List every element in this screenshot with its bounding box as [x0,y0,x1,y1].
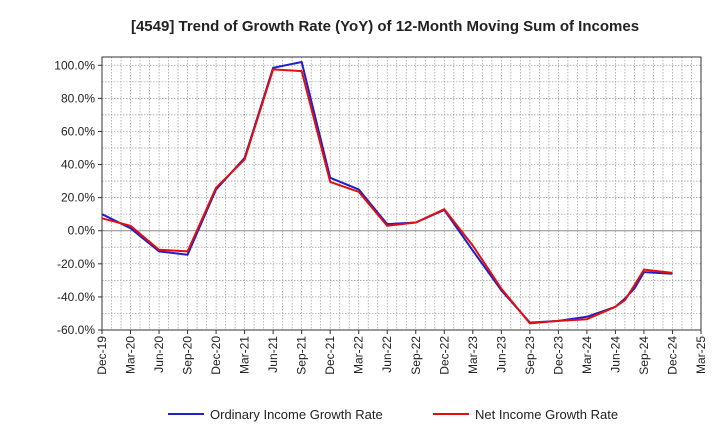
x-tick-label: Mar-25 [694,336,708,374]
x-tick-label: Jun-21 [266,336,280,373]
x-tick-label: Mar-21 [238,336,252,374]
x-tick-label: Jun-22 [380,336,394,373]
x-tick-label: Sep-24 [637,336,651,375]
series-line-net-income [101,68,673,325]
x-tick-label: Jun-20 [152,336,166,373]
x-tick-label: Dec-22 [437,336,451,375]
legend-label: Net Income Growth Rate [475,407,618,422]
x-tick-label: Sep-21 [295,336,309,375]
y-tick-label: 40.0% [61,158,95,172]
series-lines [101,61,673,325]
x-tick-label: Dec-24 [665,336,679,375]
chart-title: [4549] Trend of Growth Rate (YoY) of 12-… [131,18,639,35]
grid [102,57,701,330]
legend-label: Ordinary Income Growth Rate [210,407,383,422]
plot-area-border [101,56,702,331]
x-tick-label: Mar-23 [466,336,480,374]
y-tick-label: -20.0% [57,257,95,271]
x-tick-label: Dec-20 [209,336,223,375]
x-tick-label: Mar-20 [124,336,138,374]
legend: Ordinary Income Growth Rate Net Income Gr… [168,407,618,422]
x-tick-label: Dec-23 [551,336,565,375]
y-tick-label: 20.0% [61,191,95,205]
x-tick-label: Sep-22 [409,336,423,375]
axes: 100.0% 80.0% 60.0% 40.0% 20.0% 0.0% -20.0% -40.… [54,56,708,375]
y-tick-label: -60.0% [57,323,95,337]
x-tick-label: Jun-24 [608,336,622,373]
y-tick-label: 80.0% [61,91,95,105]
x-tick-label: Sep-20 [181,336,195,375]
x-tick-label: Jun-23 [494,336,508,373]
x-tick-label: Mar-24 [580,336,594,374]
x-tick-label: Sep-23 [523,336,537,375]
y-tick-label: 100.0% [54,58,95,72]
y-tick-label: -40.0% [57,290,95,304]
x-tick-label: Dec-19 [95,336,109,375]
x-tick-label: Dec-21 [323,336,337,375]
x-tick-label: Mar-22 [352,336,366,374]
y-tick-label: 60.0% [61,124,95,138]
y-tick-label: 0.0% [68,224,96,238]
